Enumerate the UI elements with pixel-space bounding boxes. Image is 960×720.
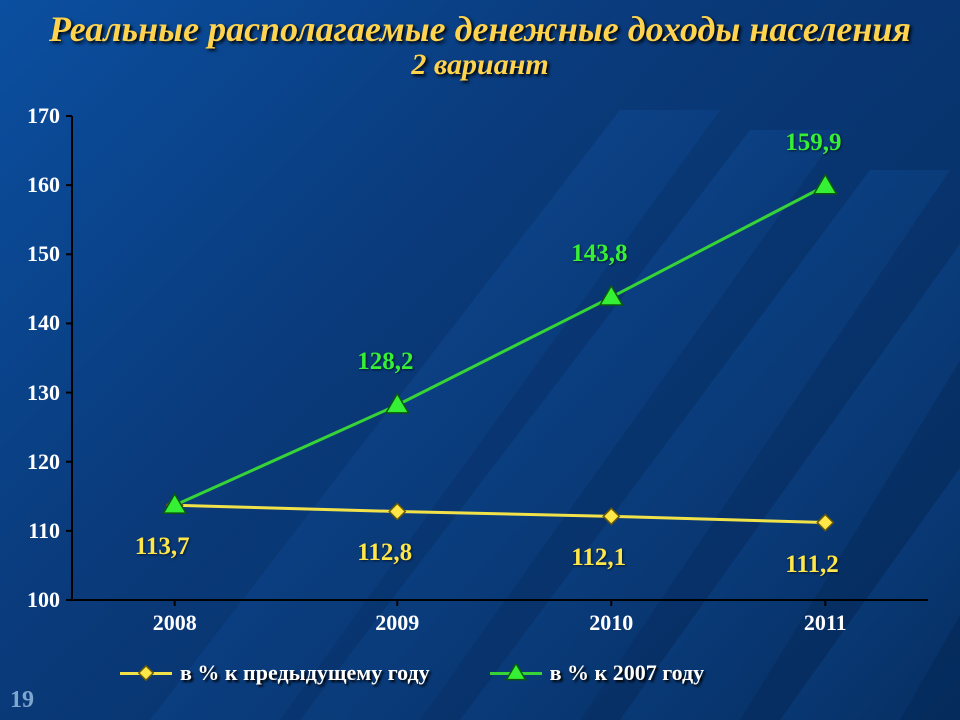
chart-subtitle: 2 вариант — [0, 48, 960, 82]
x-tick-label: 2010 — [571, 610, 651, 636]
y-tick-label: 110 — [10, 518, 60, 544]
page-number: 19 — [10, 687, 34, 714]
triangle-marker-icon — [490, 665, 542, 681]
y-tick-label: 160 — [10, 172, 60, 198]
y-tick-label: 130 — [10, 380, 60, 406]
line-chart: 1001101201301401501601702008200920102011… — [72, 116, 928, 600]
diamond-marker-icon — [120, 665, 172, 681]
y-tick-label: 120 — [10, 449, 60, 475]
data-point-label: 143,8 — [571, 240, 627, 268]
y-tick-label: 170 — [10, 103, 60, 129]
legend-label: в % к предыдущему году — [180, 660, 430, 686]
legend-label: в % к 2007 году — [550, 660, 705, 686]
data-point-label: 128,2 — [357, 348, 413, 376]
y-tick-label: 100 — [10, 587, 60, 613]
chart-title: Реальные располагаемые денежные доходы н… — [0, 8, 960, 50]
data-point-label: 159,9 — [785, 129, 841, 157]
legend-item: в % к предыдущему году — [120, 660, 430, 686]
y-tick-label: 140 — [10, 310, 60, 336]
legend-item: в % к 2007 году — [490, 660, 705, 686]
x-tick-label: 2011 — [785, 610, 865, 636]
data-point-label: 111,2 — [785, 551, 839, 579]
data-point-label: 113,7 — [135, 533, 190, 561]
data-point-label: 112,1 — [571, 544, 626, 572]
data-point-label: 112,8 — [357, 539, 412, 567]
legend: в % к предыдущему году в % к 2007 году — [120, 660, 704, 686]
x-tick-label: 2009 — [357, 610, 437, 636]
x-tick-label: 2008 — [135, 610, 215, 636]
y-tick-label: 150 — [10, 241, 60, 267]
